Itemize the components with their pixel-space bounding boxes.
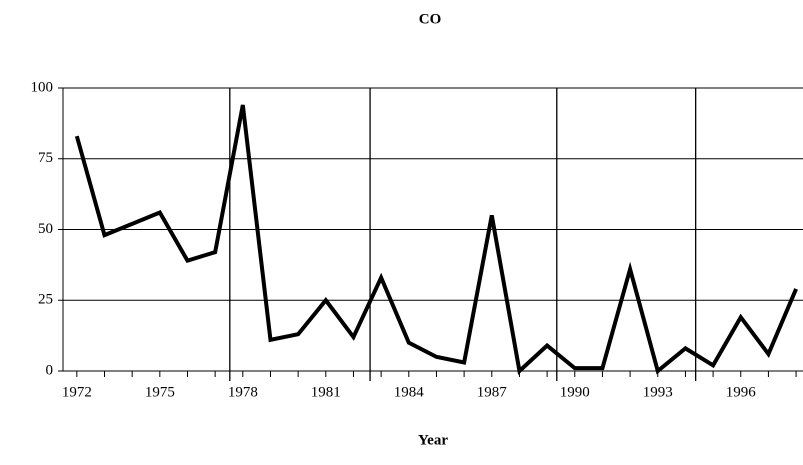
x-tick-label: 1990 [560,384,590,400]
x-tick-label: 1987 [477,384,508,400]
y-tick-label: 75 [38,150,53,166]
y-tick-label: 0 [46,362,54,378]
x-tick-label: 1975 [145,384,175,400]
x-tick-label: 1996 [726,384,757,400]
x-tick-label: 1978 [228,384,258,400]
chart-title: CO [419,11,442,27]
y-tick-label: 50 [38,221,53,237]
x-tick-label: 1972 [62,384,92,400]
x-tick-label: 1984 [394,384,425,400]
x-tick-label: 1993 [643,384,673,400]
y-tick-label: 100 [31,79,54,95]
y-tick-label: 25 [38,292,53,308]
data-line [74,104,798,375]
x-tick-label: 1981 [311,384,341,400]
x-axis-label: Year [418,432,448,448]
